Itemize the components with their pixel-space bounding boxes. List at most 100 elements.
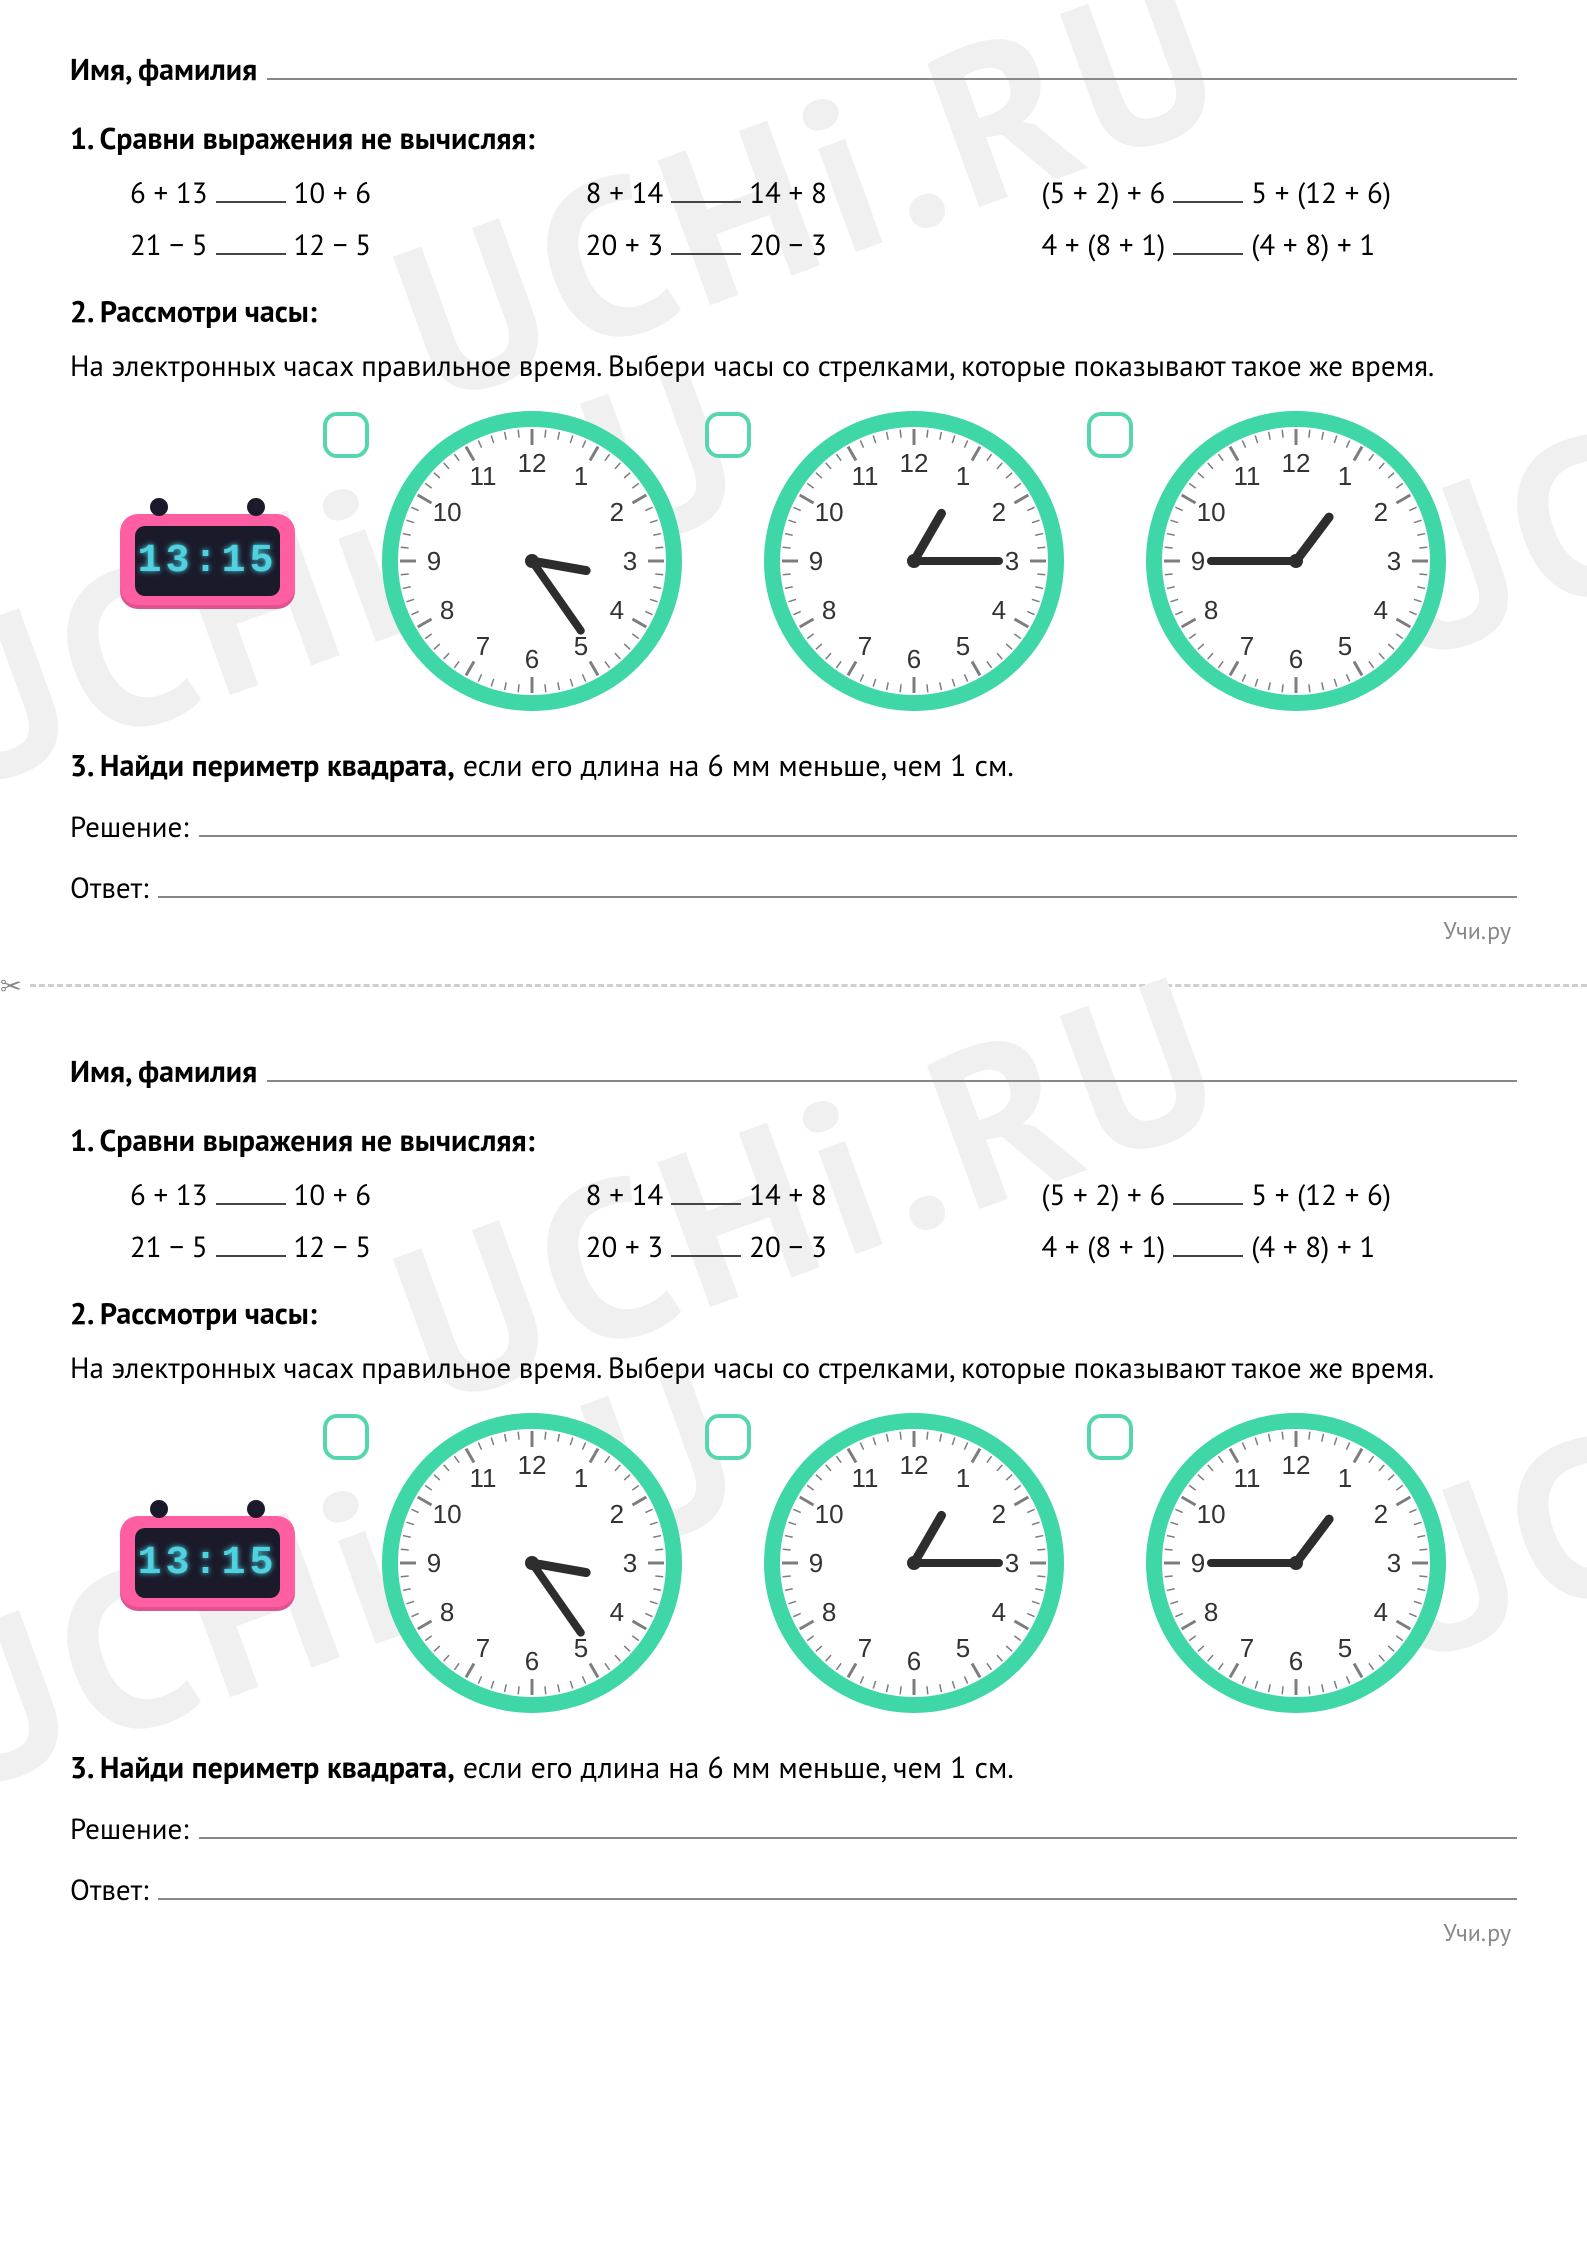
- compare-blank[interactable]: [671, 1255, 741, 1257]
- clock-checkbox[interactable]: [1087, 1414, 1133, 1460]
- q1-grid: 6 + 1310 + 68 + 1414 + 8(5 + 2) + 65 + (…: [70, 174, 1517, 264]
- svg-text:6: 6: [525, 1646, 539, 1676]
- svg-text:12: 12: [900, 448, 929, 478]
- compare-blank[interactable]: [671, 1203, 741, 1205]
- svg-text:4: 4: [610, 595, 624, 625]
- svg-text:1: 1: [956, 461, 970, 491]
- digital-clock-time: 13:15: [135, 1528, 280, 1598]
- svg-text:6: 6: [525, 644, 539, 674]
- q3-title-bold: 3. Найди периметр квадрата,: [70, 1748, 455, 1787]
- expr-left: 4 + (8 + 1): [1041, 1228, 1165, 1266]
- scissors-icon: ✂: [0, 970, 22, 1003]
- compare-blank[interactable]: [1173, 1255, 1243, 1257]
- svg-text:10: 10: [433, 1499, 462, 1529]
- expr-left: 6 + 13: [130, 1176, 208, 1214]
- clock-checkbox[interactable]: [705, 412, 751, 458]
- answer-label: Ответ:: [70, 869, 148, 907]
- svg-text:3: 3: [1005, 1548, 1019, 1578]
- compare-blank[interactable]: [1173, 253, 1243, 255]
- clock-checkbox[interactable]: [323, 412, 369, 458]
- svg-text:3: 3: [1005, 546, 1019, 576]
- expr-right: 14 + 8: [749, 174, 827, 212]
- svg-text:1: 1: [956, 1463, 970, 1493]
- analog-clock: 121234567891011: [759, 1408, 1069, 1718]
- expr-left: 21 − 5: [130, 1228, 208, 1266]
- clock-option: 121234567891011: [705, 406, 1069, 716]
- svg-text:11: 11: [852, 1463, 879, 1493]
- svg-text:2: 2: [992, 1499, 1006, 1529]
- svg-text:12: 12: [1282, 1450, 1311, 1480]
- svg-text:4: 4: [1374, 595, 1388, 625]
- clock-checkbox[interactable]: [1087, 412, 1133, 458]
- clock-checkbox[interactable]: [705, 1414, 751, 1460]
- compare-blank[interactable]: [1173, 201, 1243, 203]
- solution-input-line[interactable]: [199, 805, 1517, 837]
- compare-cell: 6 + 1310 + 6: [130, 174, 546, 212]
- name-label: Имя, фамилия: [70, 1052, 257, 1091]
- clock-option: 121234567891011: [323, 406, 687, 716]
- compare-blank[interactable]: [671, 201, 741, 203]
- svg-text:8: 8: [822, 1597, 836, 1627]
- analog-clock: 121234567891011: [1141, 1408, 1451, 1718]
- name-input-line[interactable]: [267, 1064, 1517, 1082]
- svg-text:7: 7: [1240, 631, 1254, 661]
- svg-text:3: 3: [623, 546, 637, 576]
- compare-blank[interactable]: [216, 201, 286, 203]
- svg-text:8: 8: [440, 595, 454, 625]
- compare-cell: 4 + (8 + 1) (4 + 8) + 1: [1041, 1228, 1457, 1266]
- compare-blank[interactable]: [216, 1203, 286, 1205]
- digital-clock-time: 13:15: [135, 526, 280, 596]
- svg-text:8: 8: [1204, 595, 1218, 625]
- expr-right: (4 + 8) + 1: [1251, 1228, 1375, 1266]
- q3-title: 3. Найди периметр квадрата, если его дли…: [70, 746, 1517, 785]
- svg-text:1: 1: [574, 1463, 588, 1493]
- svg-text:5: 5: [956, 631, 970, 661]
- svg-text:11: 11: [852, 461, 879, 491]
- q2-desc: На электронных часах правильное время. В…: [70, 347, 1517, 386]
- digital-clock: 13:15: [120, 1516, 295, 1611]
- clock-option: 121234567891011: [323, 1408, 687, 1718]
- name-field-row: Имя, фамилия: [70, 50, 1517, 89]
- svg-text:5: 5: [1338, 631, 1352, 661]
- compare-blank[interactable]: [216, 1255, 286, 1257]
- svg-text:1: 1: [574, 461, 588, 491]
- svg-text:8: 8: [440, 1597, 454, 1627]
- answer-label: Ответ:: [70, 1871, 148, 1909]
- compare-blank[interactable]: [216, 253, 286, 255]
- svg-text:8: 8: [822, 595, 836, 625]
- compare-blank[interactable]: [671, 253, 741, 255]
- worksheet-copy: UCHi.RU UCHi.RU UCHi.RU Имя, фамилия 1. …: [0, 1002, 1587, 1968]
- clocks-row: 13:15 1212345678910111212345678910111212…: [120, 1408, 1517, 1718]
- q3-title: 3. Найди периметр квадрата, если его дли…: [70, 1748, 1517, 1787]
- clock-option: 121234567891011: [1087, 1408, 1451, 1718]
- q1-grid: 6 + 1310 + 68 + 1414 + 8(5 + 2) + 65 + (…: [70, 1176, 1517, 1266]
- name-field-row: Имя, фамилия: [70, 1052, 1517, 1091]
- q2-desc: На электронных часах правильное время. В…: [70, 1349, 1517, 1388]
- svg-text:7: 7: [858, 1633, 872, 1663]
- answer-input-line[interactable]: [158, 1868, 1517, 1900]
- name-input-line[interactable]: [267, 62, 1517, 80]
- svg-text:4: 4: [992, 595, 1006, 625]
- answer-input-line[interactable]: [158, 866, 1517, 898]
- svg-text:5: 5: [574, 631, 588, 661]
- svg-text:10: 10: [1197, 1499, 1226, 1529]
- expr-right: 14 + 8: [749, 1176, 827, 1214]
- compare-cell: 20 + 320 − 3: [586, 226, 1002, 264]
- solution-row: Решение:: [70, 1807, 1517, 1848]
- compare-blank[interactable]: [1173, 1203, 1243, 1205]
- compare-cell: 8 + 14 14 + 8: [586, 174, 1002, 212]
- clock-checkbox[interactable]: [323, 1414, 369, 1460]
- expr-right: 5 + (12 + 6): [1251, 1176, 1391, 1214]
- solution-input-line[interactable]: [199, 1807, 1517, 1839]
- svg-text:3: 3: [623, 1548, 637, 1578]
- expr-right: 20 − 3: [749, 1228, 827, 1266]
- clocks-row: 13:15 1212345678910111212345678910111212…: [120, 406, 1517, 716]
- q3-title-rest: если его длина на 6 мм меньше, чем 1 см.: [455, 746, 1014, 785]
- solution-row: Решение:: [70, 805, 1517, 846]
- svg-text:6: 6: [1289, 1646, 1303, 1676]
- q3-title-rest: если его длина на 6 мм меньше, чем 1 см.: [455, 1748, 1014, 1787]
- digital-clock: 13:15: [120, 514, 295, 609]
- svg-text:6: 6: [1289, 644, 1303, 674]
- expr-left: 8 + 14: [586, 174, 664, 212]
- expr-left: 20 + 3: [586, 226, 664, 264]
